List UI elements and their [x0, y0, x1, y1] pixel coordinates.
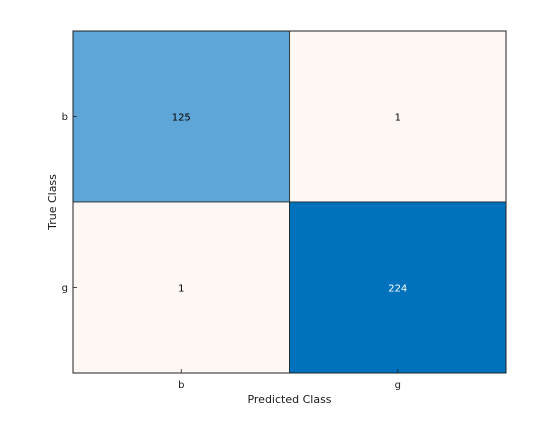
- y-tick-label-g: g: [62, 283, 68, 294]
- cell-value-g-g: 224: [388, 284, 407, 295]
- cells-layer: [72, 30, 507, 374]
- y-axis-label: True Class: [46, 174, 59, 231]
- cell-g-b: [72, 201, 290, 374]
- cell-value-g-b: 1: [178, 284, 184, 295]
- cell-b-g: [289, 30, 507, 203]
- labels-layer: 125 1 1 224: [172, 113, 408, 295]
- x-axis-label: Predicted Class: [247, 393, 331, 406]
- cell-b-b: [72, 30, 290, 203]
- axes-layer: b g b g: [62, 30, 507, 391]
- cell-g-g: [289, 201, 507, 374]
- cell-value-b-g: 1: [395, 113, 401, 124]
- x-tick-label-b: b: [178, 380, 184, 391]
- cell-value-b-b: 125: [172, 113, 191, 124]
- x-tick-label-g: g: [395, 380, 401, 391]
- plot-frame: [72, 30, 507, 374]
- y-tick-label-b: b: [62, 112, 68, 123]
